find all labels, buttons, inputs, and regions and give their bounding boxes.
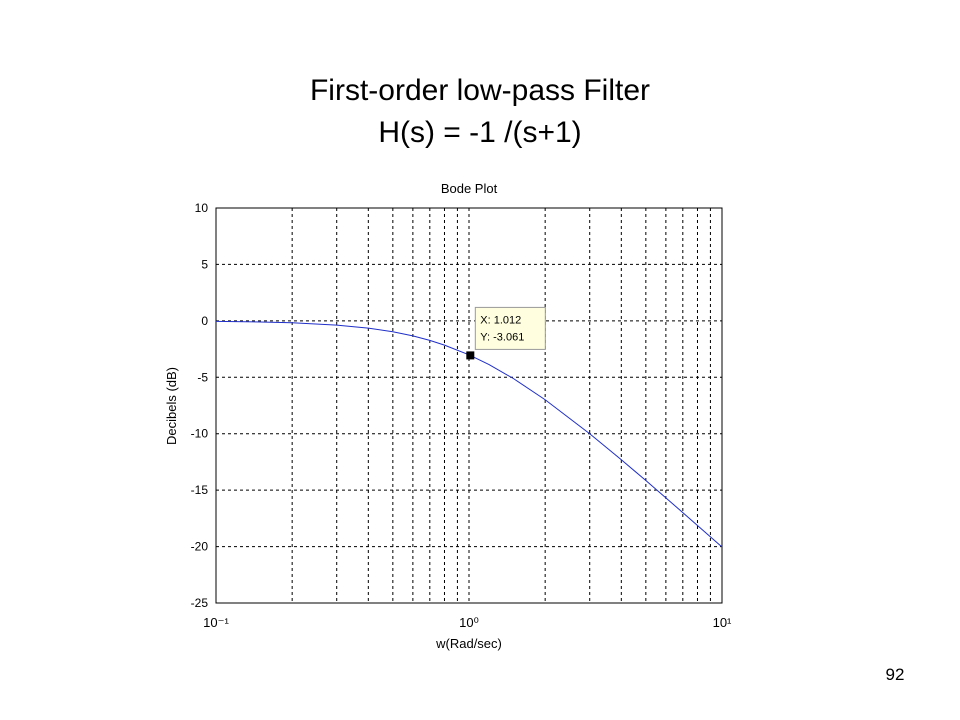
- plot-frame: [215, 207, 723, 604]
- datatip-marker: [466, 351, 475, 360]
- line-series: [215, 320, 723, 548]
- y-tick-label: -25: [191, 596, 209, 610]
- x-tick-label: 10⁻¹: [203, 615, 229, 630]
- y-tick-label: 5: [201, 257, 208, 271]
- page-number: 92: [886, 665, 905, 684]
- y-tick-label: -10: [191, 427, 209, 441]
- slide-subtitle: H(s) = -1 /(s+1): [378, 116, 581, 149]
- chart-title: Bode Plot: [441, 181, 498, 196]
- x-tick-label: 10¹: [713, 615, 732, 630]
- y-axis-label: Decibels (dB): [164, 367, 179, 445]
- datatip-label: X: 1.012: [480, 314, 521, 326]
- x-tick-label: 10⁰: [459, 615, 479, 630]
- y-tick-label: -20: [191, 540, 209, 554]
- y-tick-label: 0: [201, 314, 208, 328]
- y-tick-label: -15: [191, 483, 209, 497]
- y-tick-label: 10: [195, 201, 209, 215]
- datatip-box: [474, 306, 546, 350]
- datatip-label: Y: -3.061: [480, 331, 524, 343]
- slide-title: First-order low-pass Filter: [310, 74, 650, 107]
- y-tick-label: -5: [197, 370, 208, 384]
- x-axis-label: w(Rad/sec): [435, 636, 502, 651]
